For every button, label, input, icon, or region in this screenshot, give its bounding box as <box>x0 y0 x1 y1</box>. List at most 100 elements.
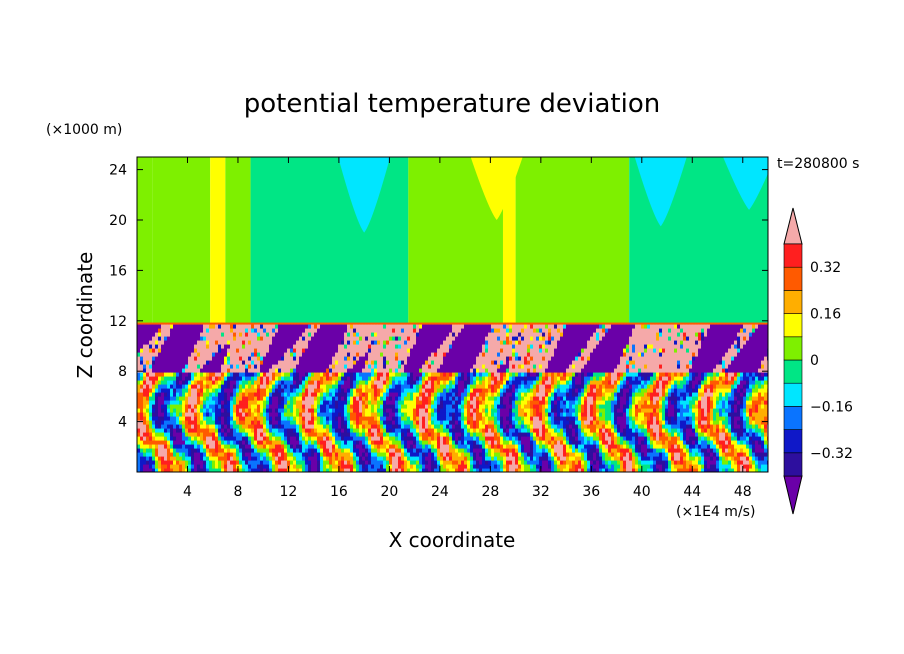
field-cell <box>227 352 231 358</box>
field-cell <box>665 384 669 390</box>
field-cell <box>704 408 708 414</box>
field-cell <box>548 384 552 390</box>
field-cell <box>434 356 438 362</box>
field-cell <box>593 404 597 410</box>
field-cell <box>710 388 714 394</box>
field-cell <box>530 372 534 378</box>
field-cell <box>623 344 627 350</box>
field-cell <box>179 400 183 406</box>
field-cell <box>140 396 144 402</box>
field-cell <box>629 344 633 350</box>
field-cell <box>272 408 276 414</box>
field-cell <box>650 384 654 390</box>
field-cell <box>365 336 369 342</box>
field-cell <box>524 372 528 378</box>
field-cell <box>638 340 642 346</box>
field-cell <box>455 352 459 358</box>
field-cell <box>638 412 642 418</box>
field-cell <box>437 392 441 398</box>
field-cell <box>404 352 408 358</box>
field-cell <box>143 412 147 418</box>
field-cell <box>656 356 660 362</box>
field-cell <box>590 364 594 370</box>
field-cell <box>254 416 258 422</box>
field-cell <box>575 336 579 342</box>
field-cell <box>440 372 444 378</box>
field-cell <box>404 384 408 390</box>
field-cell <box>635 380 639 386</box>
field-cell <box>392 380 396 386</box>
field-cell <box>269 344 273 350</box>
field-cell <box>434 388 438 394</box>
field-cell <box>371 332 375 338</box>
field-cell <box>341 352 345 358</box>
field-cell <box>383 376 387 382</box>
field-cell <box>203 384 207 390</box>
field-cell <box>344 400 348 406</box>
field-cell <box>659 340 663 346</box>
field-cell <box>260 400 264 406</box>
field-cell <box>611 360 615 366</box>
field-cell <box>443 392 447 398</box>
field-cell <box>629 328 633 334</box>
field-cell <box>182 340 186 346</box>
field-cell <box>212 408 216 414</box>
field-cell <box>650 388 654 394</box>
field-cell <box>452 376 456 382</box>
field-cell <box>143 324 147 330</box>
field-cell <box>488 388 492 394</box>
field-cell <box>275 324 279 330</box>
field-cell <box>398 408 402 414</box>
field-cell <box>323 336 327 342</box>
field-cell <box>290 360 294 366</box>
field-cell <box>722 404 726 410</box>
field-cell <box>191 344 195 350</box>
field-cell <box>269 400 273 406</box>
field-cell <box>230 400 234 406</box>
field-cell <box>659 380 663 386</box>
field-cell <box>734 400 738 406</box>
field-cell <box>560 396 564 402</box>
field-cell <box>281 332 285 338</box>
field-cell <box>383 408 387 414</box>
field-cell <box>491 392 495 398</box>
field-cell <box>383 328 387 334</box>
field-cell <box>746 328 750 334</box>
field-cell <box>365 328 369 334</box>
field-cell <box>626 392 630 398</box>
field-cell <box>614 404 618 410</box>
field-cell <box>644 384 648 390</box>
field-cell <box>227 416 231 422</box>
field-cell <box>374 404 378 410</box>
field-cell <box>404 380 408 386</box>
field-cell <box>557 372 561 378</box>
field-cell <box>527 408 531 414</box>
field-cell <box>371 364 375 370</box>
field-cell <box>734 372 738 378</box>
field-cell <box>356 408 360 414</box>
field-cell <box>167 388 171 394</box>
field-cell <box>392 416 396 422</box>
field-cell <box>524 384 528 390</box>
field-cell <box>698 396 702 402</box>
field-cell <box>335 388 339 394</box>
field-cell <box>755 324 759 330</box>
field-cell <box>341 388 345 394</box>
field-cell <box>527 324 531 330</box>
field-cell <box>422 404 426 410</box>
field-cell <box>290 328 294 334</box>
field-cell <box>578 332 582 338</box>
field-cell <box>653 360 657 366</box>
field-cell <box>179 356 183 362</box>
field-cell <box>182 336 186 342</box>
field-cell <box>437 400 441 406</box>
field-cell <box>212 388 216 394</box>
field-cell <box>635 368 639 374</box>
field-cell <box>209 388 213 394</box>
field-cell <box>356 360 360 366</box>
field-cell <box>599 356 603 362</box>
field-cell <box>668 368 672 374</box>
field-cell <box>347 388 351 394</box>
field-cell <box>143 376 147 382</box>
field-cell <box>434 408 438 414</box>
